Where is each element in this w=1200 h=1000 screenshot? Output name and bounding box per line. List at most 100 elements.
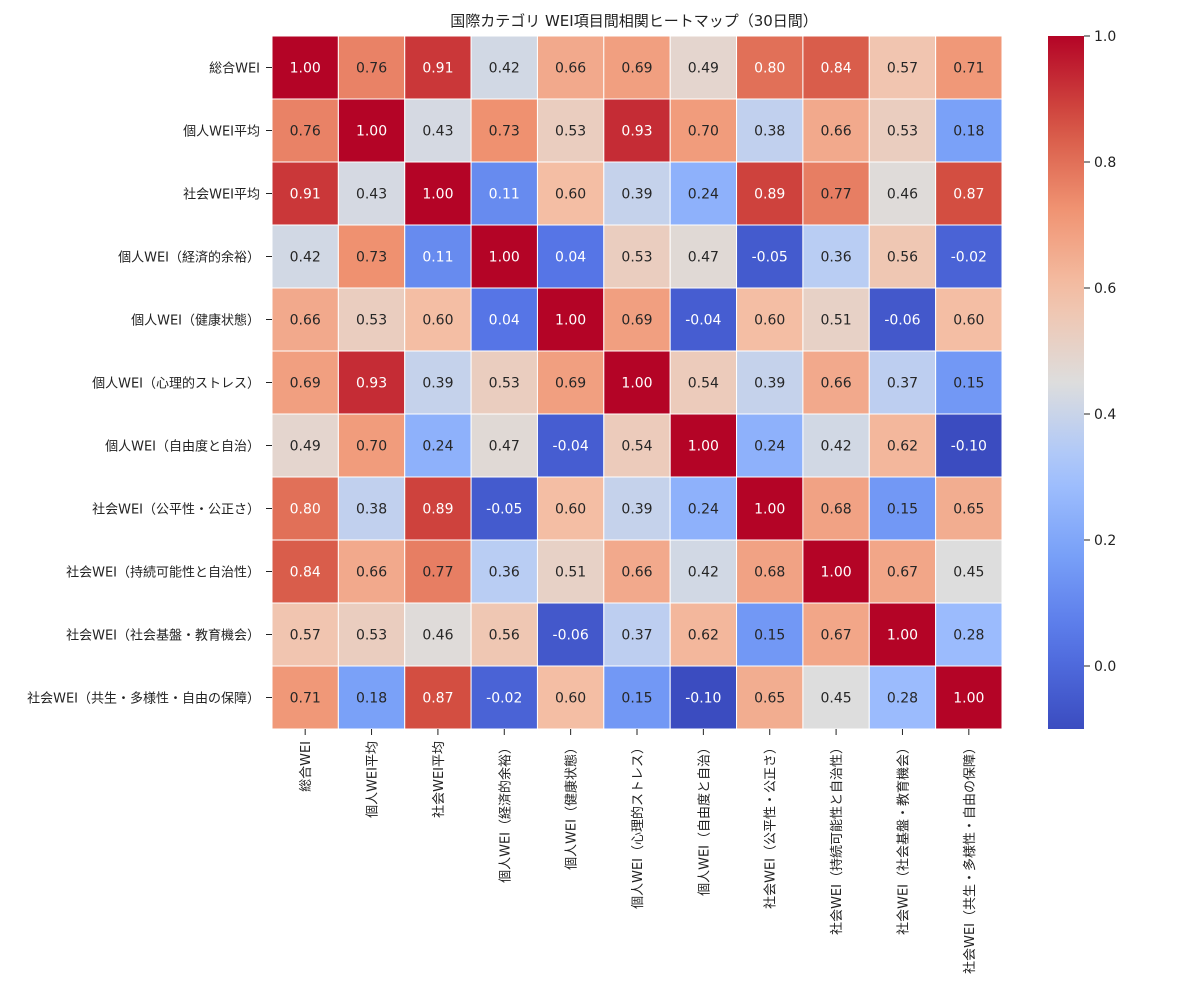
heatmap-cell bbox=[470, 413, 538, 478]
cell-value-label: 0.39 bbox=[621, 502, 652, 518]
heatmap-cell bbox=[271, 476, 339, 541]
cell-value-label: 0.67 bbox=[821, 628, 852, 644]
cell-value-label: 0.42 bbox=[489, 61, 520, 77]
x-tick-label: 社会WEI（社会基盤・教育機会） bbox=[895, 741, 911, 935]
colorbar-tick-label: 0.4 bbox=[1094, 407, 1116, 423]
cell-value-label: 0.37 bbox=[621, 628, 652, 644]
cell-value-label: 0.49 bbox=[688, 61, 719, 77]
heatmap-cell bbox=[536, 476, 605, 541]
heatmap-cell bbox=[736, 602, 804, 667]
heatmap-cell bbox=[868, 476, 937, 541]
heatmap-cell bbox=[337, 35, 406, 100]
cell-value-label: 0.73 bbox=[356, 250, 387, 266]
heatmap-cell bbox=[271, 602, 339, 667]
colorbar-gradient bbox=[1048, 36, 1084, 729]
cell-value-label: 0.66 bbox=[356, 565, 387, 581]
heatmap-cell bbox=[337, 287, 406, 352]
heatmap-cell bbox=[736, 35, 804, 100]
cell-value-label: 0.77 bbox=[821, 187, 852, 203]
heatmap-cell bbox=[935, 413, 1003, 478]
cell-value-label: 0.53 bbox=[356, 628, 387, 644]
cell-value-label: 0.66 bbox=[290, 313, 321, 329]
heatmap-cell bbox=[868, 98, 937, 163]
cell-value-label: 0.42 bbox=[821, 439, 852, 455]
heatmap-cell bbox=[603, 413, 671, 478]
y-tick-label: 社会WEI（共生・多様性・自由の保障） bbox=[27, 691, 260, 707]
cell-value-label: -0.10 bbox=[951, 439, 987, 455]
cell-value-label: -0.04 bbox=[553, 439, 589, 455]
heatmap-cell bbox=[802, 224, 870, 289]
cell-value-label: 0.68 bbox=[821, 502, 852, 518]
heatmap-cell bbox=[736, 476, 804, 541]
cell-value-label: 0.24 bbox=[688, 187, 719, 203]
heatmap-cell bbox=[935, 539, 1003, 604]
heatmap-cell bbox=[404, 224, 472, 289]
cell-value-label: 0.42 bbox=[688, 565, 719, 581]
colorbar-tick-label: 1.0 bbox=[1094, 29, 1116, 45]
cell-value-label: 0.69 bbox=[290, 376, 321, 392]
heatmap-cell bbox=[868, 224, 937, 289]
heatmap-cell bbox=[802, 539, 870, 604]
heatmap-cell bbox=[868, 287, 937, 352]
cell-value-label: 0.60 bbox=[953, 313, 984, 329]
cell-value-label: 0.60 bbox=[422, 313, 453, 329]
y-tick-label: 社会WEI（社会基盤・教育機会） bbox=[66, 628, 260, 644]
cell-value-label: 0.51 bbox=[555, 565, 586, 581]
heatmap-cell bbox=[536, 98, 605, 163]
cell-value-label: 0.57 bbox=[290, 628, 321, 644]
cell-value-label: 0.43 bbox=[422, 124, 453, 140]
heatmap-cell bbox=[935, 602, 1003, 667]
y-tick-label: 個人WEI（経済的余裕） bbox=[118, 250, 260, 266]
cell-value-label: 0.70 bbox=[356, 439, 387, 455]
heatmap-cell bbox=[404, 35, 472, 100]
cell-value-label: 0.93 bbox=[356, 376, 387, 392]
cell-value-label: 1.00 bbox=[754, 502, 785, 518]
heatmap-cell bbox=[470, 350, 538, 415]
cell-value-label: 0.77 bbox=[422, 565, 453, 581]
y-tick-label: 個人WEI（健康状態） bbox=[131, 313, 260, 329]
cell-value-label: 1.00 bbox=[356, 124, 387, 140]
x-axis-tick-labels: 総合WEI 個人WEI平均 社会WEI平均 個人WEI（経済的余裕） 個人WEI（健康状… bbox=[299, 729, 978, 974]
y-tick-label: 社会WEI平均 bbox=[183, 187, 260, 203]
y-tick-label: 個人WEI（心理的ストレス） bbox=[92, 376, 260, 392]
heatmap-cell bbox=[470, 224, 538, 289]
cell-value-label: 0.91 bbox=[422, 61, 453, 77]
x-tick-label: 社会WEI（共生・多様性・自由の保障） bbox=[962, 741, 978, 974]
cell-value-label: 0.51 bbox=[821, 313, 852, 329]
heatmap-cell bbox=[736, 665, 804, 730]
heatmap-cell bbox=[669, 476, 738, 541]
cell-value-label: 0.53 bbox=[489, 376, 520, 392]
x-tick-label: 個人WEI（経済的余裕） bbox=[497, 741, 513, 883]
heatmap-cell bbox=[603, 35, 671, 100]
cell-value-label: -0.02 bbox=[951, 250, 987, 266]
cell-value-label: 0.45 bbox=[953, 565, 984, 581]
cell-value-label: 0.39 bbox=[621, 187, 652, 203]
heatmap-cell bbox=[736, 413, 804, 478]
cell-value-label: 1.00 bbox=[290, 61, 321, 77]
heatmap-cell bbox=[603, 539, 671, 604]
cell-value-label: -0.02 bbox=[486, 691, 522, 707]
heatmap-cell bbox=[669, 224, 738, 289]
heatmap-cell bbox=[935, 665, 1003, 730]
heatmap-cell bbox=[868, 665, 937, 730]
cell-value-label: 0.70 bbox=[688, 124, 719, 140]
cell-value-label: 0.15 bbox=[621, 691, 652, 707]
cell-value-label: 0.62 bbox=[887, 439, 918, 455]
x-tick-label: 社会WEI平均 bbox=[431, 741, 447, 818]
colorbar: 0.0 0.2 0.4 0.6 0.8 1.0 bbox=[1048, 29, 1116, 729]
cell-value-label: 0.76 bbox=[356, 61, 387, 77]
cell-value-label: 0.66 bbox=[621, 565, 652, 581]
y-tick-label: 個人WEI（自由度と自治） bbox=[105, 439, 260, 455]
heatmap-cell bbox=[271, 539, 339, 604]
cell-value-label: 0.67 bbox=[887, 565, 918, 581]
heatmap-cell bbox=[935, 287, 1003, 352]
cell-value-label: 0.57 bbox=[887, 61, 918, 77]
y-tick-label: 社会WEI（持続可能性と自治性） bbox=[66, 565, 260, 581]
cell-value-label: 0.49 bbox=[290, 439, 321, 455]
heatmap-cell bbox=[935, 98, 1003, 163]
heatmap-cell bbox=[337, 665, 406, 730]
cell-value-label: 0.60 bbox=[555, 691, 586, 707]
cell-value-label: 0.46 bbox=[887, 187, 918, 203]
cell-value-label: 1.00 bbox=[422, 187, 453, 203]
cell-value-label: 0.66 bbox=[555, 61, 586, 77]
